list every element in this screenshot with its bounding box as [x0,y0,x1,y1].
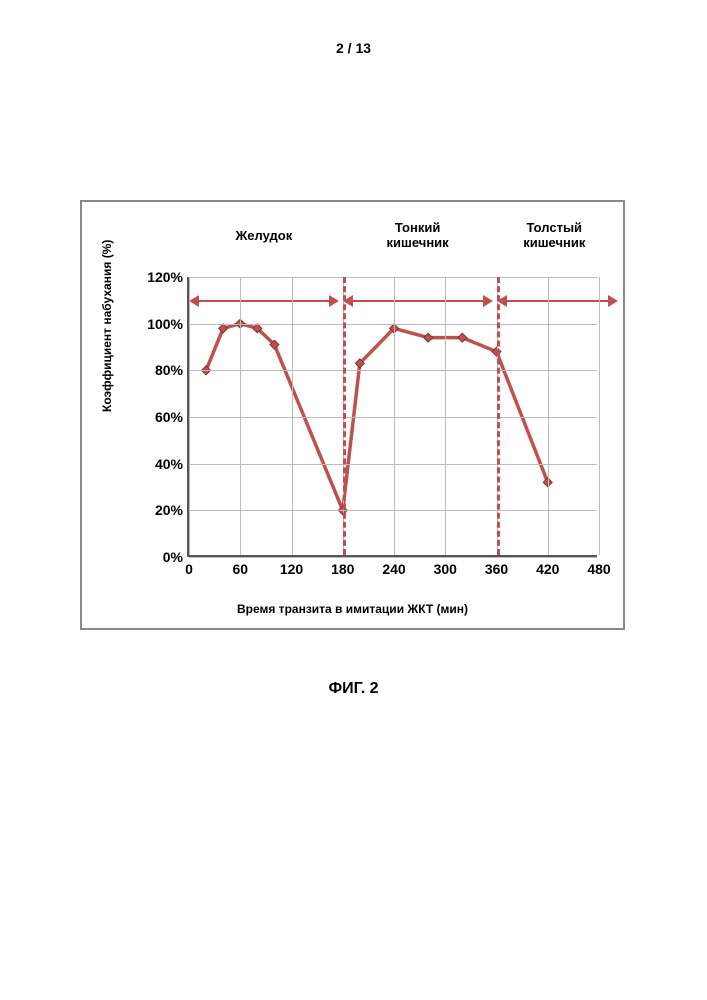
data-marker [424,333,433,342]
region-divider [497,277,500,555]
y-tick-label: 100% [147,316,183,332]
y-tick-label: 60% [155,409,183,425]
chart-area: Коэффициент набухания (%) Время транзита… [82,202,623,628]
gridline-h [189,277,597,278]
figure-container: Коэффициент набухания (%) Время транзита… [80,200,625,630]
y-tick-label: 120% [147,269,183,285]
gridline-h [189,510,597,511]
x-tick-label: 420 [536,561,559,577]
region-label: Толстыйкишечник [509,220,599,250]
gridline-v [599,277,600,555]
gridline-h [189,324,597,325]
y-tick-label: 20% [155,502,183,518]
x-tick-label: 240 [382,561,405,577]
x-tick-label: 180 [331,561,354,577]
line-chart-svg [189,277,597,555]
y-tick-label: 40% [155,456,183,472]
y-tick-label: 80% [155,362,183,378]
y-axis-label: Коэффициент набухания (%) [100,240,114,412]
x-tick-label: 0 [185,561,193,577]
region-divider [343,277,346,555]
gridline-h [189,370,597,371]
gridline-h [189,464,597,465]
gridline-v [548,277,549,555]
region-label: Желудок [219,228,309,243]
gridline-v [240,277,241,555]
x-tick-label: 300 [434,561,457,577]
gridline-v [445,277,446,555]
gridline-v [189,277,190,555]
y-tick-label: 0% [163,549,183,565]
region-label: Тонкийкишечник [373,220,463,250]
plot-area: 0%20%40%60%80%100%120%060120180240300360… [187,277,597,557]
x-tick-label: 60 [232,561,248,577]
gridline-v [394,277,395,555]
x-tick-label: 360 [485,561,508,577]
page-number: 2 / 13 [336,40,371,56]
figure-caption: ФИГ. 2 [328,680,378,698]
x-tick-label: 120 [280,561,303,577]
gridline-v [292,277,293,555]
gridline-h [189,557,597,558]
x-axis-label: Время транзита в имитации ЖКТ (мин) [237,602,468,616]
x-tick-label: 480 [587,561,610,577]
gridline-h [189,417,597,418]
